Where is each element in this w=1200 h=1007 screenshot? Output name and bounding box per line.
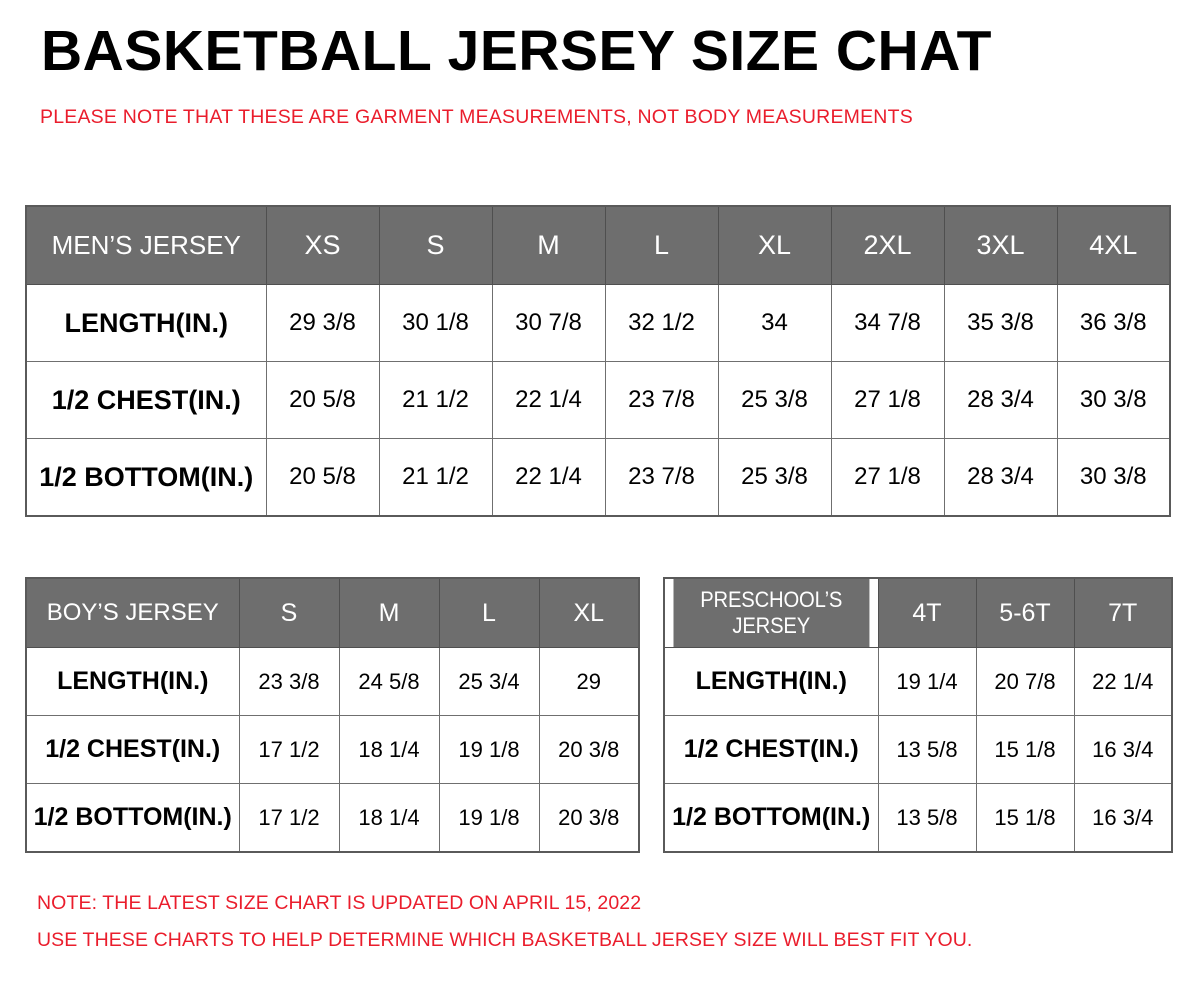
- mens-size-header: 4XL: [1056, 205, 1171, 285]
- measurement-value: 28 3/4: [943, 438, 1058, 517]
- boys-jersey-size-table: BOY’S JERSEY S M L XL LENGTH(IN.) 23 3/8…: [25, 577, 640, 853]
- measurement-value: 28 3/4: [943, 361, 1058, 439]
- measurement-label: LENGTH(IN.): [663, 647, 879, 716]
- table-row: LENGTH(IN.) 29 3/8 30 1/8 30 7/8 32 1/2 …: [25, 284, 1171, 362]
- mens-size-header: XS: [265, 205, 380, 285]
- footer-note-update: NOTE: THE LATEST SIZE CHART IS UPDATED O…: [37, 892, 642, 914]
- measurement-value: 20 3/8: [538, 715, 640, 784]
- measurement-label: 1/2 BOTTOM(IN.): [663, 783, 879, 853]
- footer-note-usage: USE THESE CHARTS TO HELP DETERMINE WHICH…: [37, 929, 973, 951]
- measurement-value: 20 3/8: [538, 783, 640, 853]
- measurement-value: 30 1/8: [378, 284, 493, 362]
- measurement-value: 19 1/8: [438, 783, 540, 853]
- preschool-header-label: PRESCHOOL’S JERSEY: [672, 577, 870, 648]
- mens-table-body: LENGTH(IN.) 29 3/8 30 1/8 30 7/8 32 1/2 …: [25, 284, 1171, 517]
- measurement-value: 16 3/4: [1073, 783, 1173, 853]
- measurement-value: 22 1/4: [491, 438, 606, 517]
- table-header-row: PRESCHOOL’S JERSEY 4T 5-6T 7T: [664, 577, 1173, 648]
- measurement-value: 30 3/8: [1056, 361, 1171, 439]
- boys-header-label: BOY’S JERSEY: [25, 577, 240, 648]
- boys-table-head: BOY’S JERSEY S M L XL: [25, 577, 640, 648]
- measurement-value: 30 3/8: [1056, 438, 1171, 517]
- measurement-label: 1/2 BOTTOM(IN.): [25, 438, 267, 517]
- table-row: 1/2 BOTTOM(IN.) 17 1/2 18 1/4 19 1/8 20 …: [25, 783, 640, 853]
- measurement-value: 23 7/8: [604, 438, 719, 517]
- measurement-value: 18 1/4: [338, 715, 440, 784]
- preschool-jersey-size-table: PRESCHOOL’S JERSEY 4T 5-6T 7T LENGTH(IN.…: [663, 577, 1173, 853]
- mens-size-header: XL: [717, 205, 832, 285]
- measurement-value: 34 7/8: [830, 284, 945, 362]
- measurement-value: 22 1/4: [1073, 647, 1173, 716]
- measurement-value: 17 1/2: [238, 715, 340, 784]
- measurement-value: 29 3/8: [265, 284, 380, 362]
- measurement-value: 22 1/4: [491, 361, 606, 439]
- measurement-value: 17 1/2: [238, 783, 340, 853]
- measurement-value: 36 3/8: [1056, 284, 1171, 362]
- measurement-value: 20 5/8: [265, 438, 380, 517]
- measurement-value: 24 5/8: [338, 647, 440, 716]
- preschool-table-body: LENGTH(IN.) 19 1/4 20 7/8 22 1/4 1/2 CHE…: [663, 647, 1173, 853]
- boys-size-header: XL: [538, 577, 640, 648]
- measurement-value: 35 3/8: [943, 284, 1058, 362]
- measurement-label: LENGTH(IN.): [25, 647, 240, 716]
- measurement-value: 25 3/8: [717, 438, 832, 517]
- table-row: 1/2 CHEST(IN.) 17 1/2 18 1/4 19 1/8 20 3…: [25, 715, 640, 784]
- measurement-value: 16 3/4: [1073, 715, 1173, 784]
- mens-size-header: 2XL: [830, 205, 945, 285]
- measurement-value: 13 5/8: [877, 715, 977, 784]
- measurement-value: 19 1/8: [438, 715, 540, 784]
- measurement-value: 21 1/2: [378, 361, 493, 439]
- measurement-label: 1/2 CHEST(IN.): [25, 361, 267, 439]
- measurement-value: 29: [538, 647, 640, 716]
- measurement-value: 20 7/8: [975, 647, 1075, 716]
- table-row: LENGTH(IN.) 23 3/8 24 5/8 25 3/4 29: [25, 647, 640, 716]
- measurement-value: 18 1/4: [338, 783, 440, 853]
- footer-notes: NOTE: THE LATEST SIZE CHART IS UPDATED O…: [37, 885, 1157, 959]
- table-row: 1/2 CHEST(IN.) 20 5/8 21 1/2 22 1/4 23 7…: [25, 361, 1171, 439]
- garment-measurement-note: PLEASE NOTE THAT THESE ARE GARMENT MEASU…: [40, 106, 913, 128]
- measurement-value: 34: [717, 284, 832, 362]
- table-row: 1/2 CHEST(IN.) 13 5/8 15 1/8 16 3/4: [663, 715, 1173, 784]
- boys-size-header: L: [438, 577, 540, 648]
- preschool-size-header: 5-6T: [975, 577, 1075, 648]
- measurement-value: 19 1/4: [877, 647, 977, 716]
- preschool-size-header: 7T: [1073, 577, 1173, 648]
- boys-size-header: M: [338, 577, 440, 648]
- preschool-table-head: PRESCHOOL’S JERSEY 4T 5-6T 7T: [664, 577, 1173, 648]
- mens-size-header: M: [491, 205, 606, 285]
- measurement-value: 25 3/4: [438, 647, 540, 716]
- measurement-value: 21 1/2: [378, 438, 493, 517]
- measurement-label: 1/2 CHEST(IN.): [25, 715, 240, 784]
- measurement-value: 32 1/2: [604, 284, 719, 362]
- measurement-label: 1/2 BOTTOM(IN.): [25, 783, 240, 853]
- mens-table-head: MEN’S JERSEY XS S M L XL 2XL 3XL 4XL: [25, 205, 1171, 285]
- measurement-value: 13 5/8: [877, 783, 977, 853]
- measurement-label: 1/2 CHEST(IN.): [663, 715, 879, 784]
- mens-size-header: 3XL: [943, 205, 1058, 285]
- table-header-row: MEN’S JERSEY XS S M L XL 2XL 3XL 4XL: [25, 205, 1171, 285]
- boys-table-body: LENGTH(IN.) 23 3/8 24 5/8 25 3/4 29 1/2 …: [25, 647, 640, 853]
- measurement-value: 20 5/8: [265, 361, 380, 439]
- page-title: BASKETBALL JERSEY SIZE CHAT: [41, 19, 992, 83]
- preschool-size-header: 4T: [877, 577, 977, 648]
- table-row: 1/2 BOTTOM(IN.) 20 5/8 21 1/2 22 1/4 23 …: [25, 438, 1171, 517]
- boys-size-header: S: [238, 577, 340, 648]
- measurement-value: 30 7/8: [491, 284, 606, 362]
- measurement-value: 25 3/8: [717, 361, 832, 439]
- table-row: LENGTH(IN.) 19 1/4 20 7/8 22 1/4: [663, 647, 1173, 716]
- measurement-value: 15 1/8: [975, 715, 1075, 784]
- table-row: 1/2 BOTTOM(IN.) 13 5/8 15 1/8 16 3/4: [663, 783, 1173, 853]
- mens-size-header: L: [604, 205, 719, 285]
- mens-header-label: MEN’S JERSEY: [25, 205, 267, 285]
- mens-size-header: S: [378, 205, 493, 285]
- measurement-label: LENGTH(IN.): [25, 284, 267, 362]
- measurement-value: 27 1/8: [830, 438, 945, 517]
- mens-jersey-size-table: MEN’S JERSEY XS S M L XL 2XL 3XL 4XL LEN…: [25, 205, 1171, 517]
- measurement-value: 15 1/8: [975, 783, 1075, 853]
- table-header-row: BOY’S JERSEY S M L XL: [25, 577, 640, 648]
- measurement-value: 23 3/8: [238, 647, 340, 716]
- measurement-value: 27 1/8: [830, 361, 945, 439]
- measurement-value: 23 7/8: [604, 361, 719, 439]
